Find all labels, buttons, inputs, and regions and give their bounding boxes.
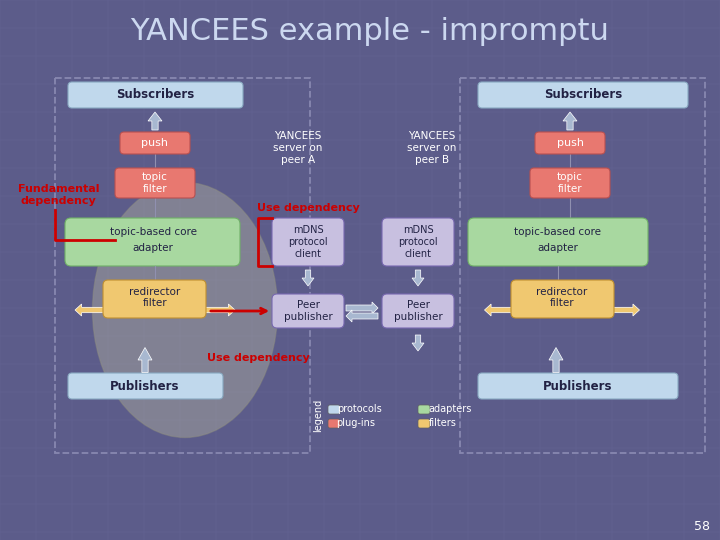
FancyBboxPatch shape: [115, 168, 195, 198]
FancyBboxPatch shape: [478, 82, 688, 108]
Text: Use dependency: Use dependency: [207, 353, 310, 363]
Polygon shape: [346, 310, 378, 322]
FancyBboxPatch shape: [65, 218, 240, 266]
FancyBboxPatch shape: [478, 373, 678, 399]
Text: redirector: redirector: [130, 287, 181, 297]
FancyBboxPatch shape: [468, 218, 648, 266]
Text: topic
filter: topic filter: [557, 172, 583, 194]
Text: filters: filters: [429, 418, 457, 429]
Text: topic
filter: topic filter: [142, 172, 168, 194]
Polygon shape: [155, 304, 235, 316]
FancyBboxPatch shape: [382, 218, 454, 266]
Text: Peer
publisher: Peer publisher: [394, 300, 442, 322]
Text: topic-based core: topic-based core: [515, 227, 601, 237]
Text: adapter: adapter: [538, 243, 578, 253]
FancyBboxPatch shape: [68, 373, 223, 399]
Polygon shape: [302, 270, 314, 286]
Bar: [55, 78, 310, 453]
Text: topic-based core: topic-based core: [109, 227, 197, 237]
Polygon shape: [75, 304, 155, 316]
Polygon shape: [412, 270, 424, 286]
Text: Use dependency: Use dependency: [256, 203, 359, 213]
Text: adapter: adapter: [132, 243, 174, 253]
FancyBboxPatch shape: [120, 132, 190, 154]
Text: Peer
publisher: Peer publisher: [284, 300, 333, 322]
FancyBboxPatch shape: [535, 132, 605, 154]
Text: filter: filter: [143, 298, 167, 308]
Text: YANCEES
server on
peer B: YANCEES server on peer B: [408, 131, 456, 165]
Polygon shape: [563, 112, 577, 130]
FancyBboxPatch shape: [511, 280, 614, 318]
Text: plug-ins: plug-ins: [336, 418, 376, 429]
Polygon shape: [485, 304, 562, 316]
FancyBboxPatch shape: [272, 294, 344, 328]
Text: push: push: [142, 138, 168, 148]
FancyBboxPatch shape: [103, 280, 206, 318]
Text: push: push: [557, 138, 583, 148]
Text: mDNS
protocol
client: mDNS protocol client: [288, 225, 328, 259]
FancyBboxPatch shape: [328, 405, 340, 414]
FancyBboxPatch shape: [418, 419, 430, 428]
Text: legend: legend: [313, 399, 323, 431]
Text: Subscribers: Subscribers: [116, 89, 194, 102]
Text: filter: filter: [549, 298, 575, 308]
Text: Fundamental
dependency: Fundamental dependency: [18, 184, 99, 206]
Text: YANCEES
server on
peer A: YANCEES server on peer A: [274, 131, 323, 165]
FancyBboxPatch shape: [272, 218, 344, 266]
Text: protocols: protocols: [338, 404, 382, 415]
Polygon shape: [562, 304, 639, 316]
FancyBboxPatch shape: [418, 405, 430, 414]
Text: mDNS
protocol
client: mDNS protocol client: [398, 225, 438, 259]
Bar: [460, 78, 705, 453]
Polygon shape: [138, 348, 152, 373]
FancyBboxPatch shape: [382, 294, 454, 328]
Polygon shape: [148, 112, 162, 130]
Polygon shape: [549, 348, 563, 373]
Text: Publishers: Publishers: [110, 380, 180, 393]
FancyBboxPatch shape: [328, 419, 340, 428]
FancyBboxPatch shape: [530, 168, 610, 198]
Text: Publishers: Publishers: [544, 380, 613, 393]
Text: YANCEES example - impromptu: YANCEES example - impromptu: [130, 17, 609, 46]
Text: redirector: redirector: [536, 287, 588, 297]
Text: adapters: adapters: [428, 404, 472, 415]
Text: Subscribers: Subscribers: [544, 89, 622, 102]
Text: 58: 58: [694, 521, 710, 534]
FancyBboxPatch shape: [68, 82, 243, 108]
Polygon shape: [412, 335, 424, 351]
Polygon shape: [346, 302, 378, 314]
Ellipse shape: [92, 183, 277, 437]
